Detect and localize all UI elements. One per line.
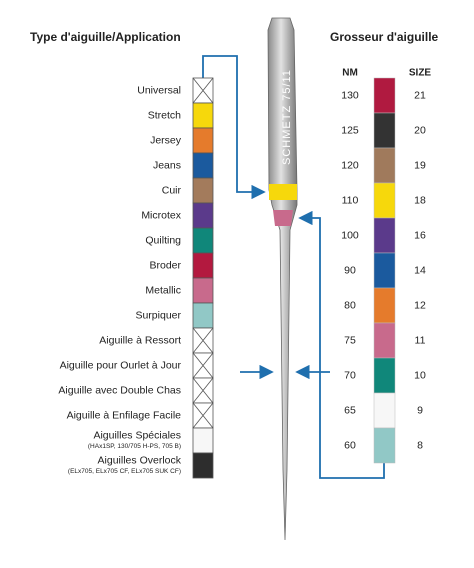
- type-label: Aiguille pour Ourlet à Jour: [60, 359, 182, 371]
- arrow: [202, 55, 266, 200]
- type-swatch: [192, 277, 214, 304]
- cross: [192, 77, 214, 104]
- nm-label: 70: [344, 369, 356, 381]
- type-label: Microtex: [141, 209, 181, 221]
- size-swatch: [373, 252, 396, 289]
- type-swatch: [192, 452, 214, 479]
- size-swatch: [373, 77, 396, 114]
- size-label: 21: [414, 89, 426, 101]
- type-swatch: [192, 427, 214, 454]
- nm-label: 60: [344, 439, 356, 451]
- size-label: 9: [417, 404, 423, 416]
- type-swatch: [192, 152, 214, 179]
- nm-label: 110: [342, 194, 359, 206]
- type-note: (ELx705, ELx705 CF, ELx705 SUK CF): [68, 468, 181, 475]
- size-header: SIZE: [409, 68, 432, 79]
- size-label: 12: [414, 299, 426, 311]
- type-label: Aiguilles Overlock: [98, 454, 182, 466]
- type-label: Jeans: [153, 159, 181, 171]
- size-label: 11: [415, 334, 426, 346]
- size-swatch: [373, 427, 396, 464]
- type-swatch: [192, 227, 214, 254]
- size-swatch: [373, 392, 396, 429]
- nm-label: 120: [341, 159, 359, 171]
- type-label: Stretch: [148, 109, 181, 121]
- size-label: 10: [414, 369, 426, 381]
- type-label: Cuir: [162, 184, 182, 196]
- type-note: (HAx1SP, 130/705 H-PS, 705 B): [88, 443, 181, 450]
- size-swatch: [373, 287, 396, 324]
- needle: SCHMETZ 75/11: [267, 17, 298, 541]
- type-label: Aiguille à Ressort: [99, 334, 181, 346]
- size-label: 14: [414, 264, 426, 276]
- type-swatch: [192, 177, 214, 204]
- size-label: 19: [414, 159, 426, 171]
- type-swatch: [192, 202, 214, 229]
- type-swatch: [192, 302, 214, 329]
- size-swatch: [373, 322, 396, 359]
- type-label: Aiguille à Enfilage Facile: [67, 409, 182, 421]
- type-label: Surpiquer: [135, 309, 181, 321]
- size-swatch: [373, 182, 396, 219]
- arrow: [298, 210, 385, 479]
- cross: [192, 402, 214, 429]
- nm-label: 75: [344, 334, 356, 346]
- nm-label: 130: [341, 89, 359, 101]
- type-label: Aiguille avec Double Chas: [58, 384, 181, 396]
- size-label: 16: [414, 229, 426, 241]
- needle-label: SCHMETZ 75/11: [281, 69, 293, 165]
- right-title: Grosseur d'aiguille: [330, 30, 439, 44]
- nm-label: 80: [344, 299, 356, 311]
- type-label: Broder: [149, 259, 181, 271]
- type-label: Universal: [137, 84, 181, 96]
- size-swatch: [373, 217, 396, 254]
- nm-label: 100: [341, 229, 359, 241]
- type-label: Metallic: [145, 284, 181, 296]
- nm-label: 65: [344, 404, 356, 416]
- nm-label: 125: [341, 124, 359, 136]
- size-swatch: [373, 147, 396, 184]
- size-swatch: [373, 112, 396, 149]
- cross: [192, 327, 214, 354]
- type-label: Jersey: [150, 134, 182, 146]
- type-label: Aiguilles Spéciales: [93, 429, 181, 441]
- nm-header: NM: [342, 68, 358, 79]
- nm-label: 90: [344, 264, 356, 276]
- type-swatch: [192, 102, 214, 129]
- type-label: Quilting: [145, 234, 181, 246]
- cross: [192, 377, 214, 404]
- size-label: 20: [414, 124, 426, 136]
- left-title: Type d'aiguille/Application: [30, 30, 181, 44]
- type-swatch: [192, 127, 214, 154]
- size-swatch: [373, 357, 396, 394]
- size-label: 18: [414, 194, 426, 206]
- type-swatch: [192, 252, 214, 279]
- cross: [192, 352, 214, 379]
- size-label: 8: [417, 439, 423, 451]
